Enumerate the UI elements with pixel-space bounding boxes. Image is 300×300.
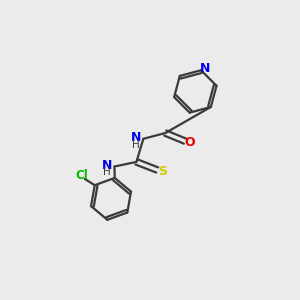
Text: N: N [200,62,210,75]
Text: H: H [103,167,111,177]
Text: N: N [102,159,112,172]
Text: S: S [158,165,167,178]
Text: N: N [131,131,141,144]
Text: Cl: Cl [76,169,88,182]
Text: O: O [185,136,195,149]
Text: H: H [132,140,140,150]
